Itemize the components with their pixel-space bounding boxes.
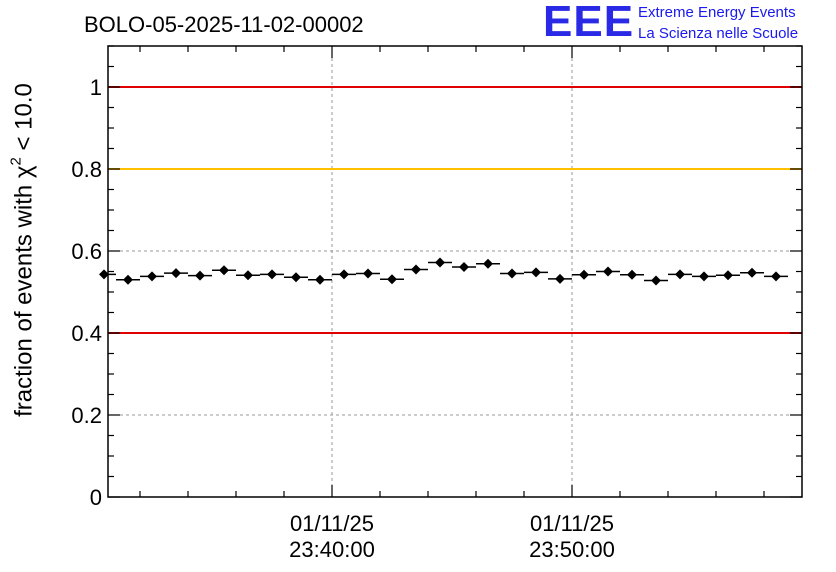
data-point (428, 257, 452, 268)
point-marker (363, 268, 373, 279)
data-point (188, 270, 212, 281)
chart-title: BOLO-05-2025-11-02-00002 (84, 12, 364, 37)
point-marker (483, 258, 493, 269)
y-axis-label-symbol: χ (10, 165, 38, 179)
point-marker (579, 269, 589, 280)
x-tick-label-date: 01/11/25 (290, 511, 374, 536)
point-marker (339, 269, 349, 280)
point-marker (699, 271, 709, 282)
x-tick-label-time: 23:50:00 (529, 537, 615, 562)
data-point (572, 269, 596, 280)
data-point (644, 275, 668, 286)
data-point (212, 265, 236, 276)
x-tick-label-date: 01/11/25 (530, 511, 614, 536)
y-tick-label: 0.4 (71, 321, 102, 346)
eee-logo-mark: EEE (543, 0, 635, 46)
point-marker (531, 267, 541, 278)
data-point (740, 267, 764, 278)
logo-line-2: La Scienza nelle Scuole (638, 25, 799, 42)
point-marker (651, 275, 661, 286)
data-point (140, 271, 164, 282)
point-marker (435, 257, 445, 268)
point-marker (675, 269, 685, 280)
y-tick-label: 0.2 (71, 403, 102, 428)
data-point (404, 264, 428, 275)
point-marker (219, 265, 229, 276)
data-point (284, 272, 308, 283)
data-point (548, 273, 572, 284)
point-marker (603, 266, 613, 277)
point-marker (747, 267, 757, 278)
y-tick-label: 1 (90, 75, 102, 100)
point-marker (387, 274, 397, 285)
data-point (260, 269, 284, 280)
point-marker (267, 269, 277, 280)
point-marker (507, 268, 517, 279)
data-point (99, 269, 116, 280)
y-axis-label-power: 2 (7, 157, 25, 166)
y-axis-label-suffix: < 10.0 (10, 83, 38, 158)
point-marker (195, 270, 205, 281)
data-point (116, 274, 140, 285)
plot-frame (107, 45, 803, 498)
data-point (524, 267, 548, 278)
data-point (692, 271, 716, 282)
x-tick-label-time: 23:40:00 (289, 537, 375, 562)
data-point (380, 274, 404, 285)
point-marker (627, 269, 637, 280)
point-marker (291, 272, 301, 283)
data-point (716, 270, 740, 281)
y-axis-label: fraction of events with χ2 < 10.0 (7, 83, 39, 417)
data-point (452, 261, 476, 272)
logo-line-1: Extreme Energy Events (638, 4, 796, 21)
data-point (332, 269, 356, 280)
y-tick-label: 0 (90, 485, 102, 510)
point-marker (147, 271, 157, 282)
eee-logo: EEE Extreme Energy Events La Scienza nel… (543, 0, 833, 46)
data-point (236, 270, 260, 281)
point-marker (555, 273, 565, 284)
point-marker (411, 264, 421, 275)
point-marker (771, 271, 781, 282)
data-point (164, 268, 188, 279)
y-tick-label: 0.8 (71, 157, 102, 182)
data-point (764, 271, 788, 282)
point-marker (315, 274, 325, 285)
y-axis-label-prefix: fraction of events with (10, 178, 38, 417)
data-point (356, 268, 380, 279)
point-marker (99, 269, 109, 280)
data-point (668, 269, 692, 280)
data-point (596, 266, 620, 277)
data-point (500, 268, 524, 279)
data-point (620, 269, 644, 280)
point-marker (123, 274, 133, 285)
point-marker (723, 270, 733, 281)
data-point (308, 274, 332, 285)
point-marker (171, 268, 181, 279)
data-point (476, 258, 500, 269)
point-marker (243, 270, 253, 281)
y-tick-label: 0.6 (71, 239, 102, 264)
point-marker (459, 261, 469, 272)
